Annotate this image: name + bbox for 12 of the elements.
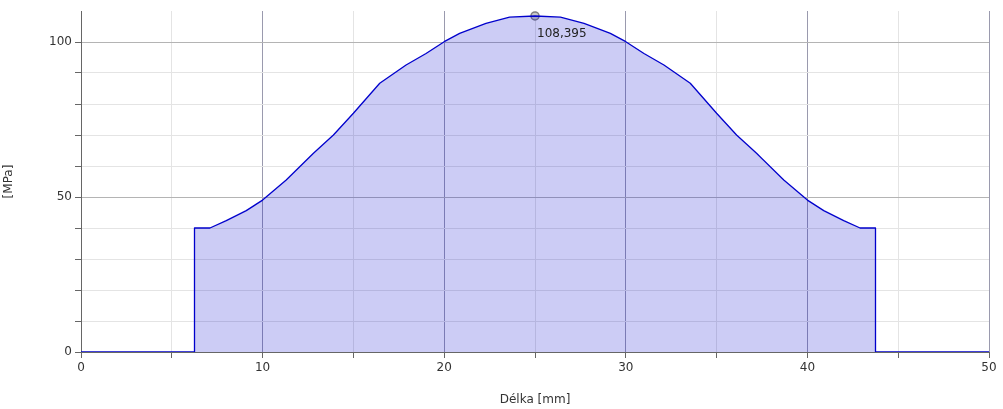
x-tick-label: 40 (799, 360, 816, 375)
x-axis-title: Délka [mm] (499, 391, 571, 406)
y-tick-label: 100 (49, 34, 72, 49)
y-tick-label: 0 (64, 344, 72, 359)
y-axis-title: [MPa] (1, 164, 16, 199)
x-tick-label: 50 (981, 360, 997, 375)
x-tick-label: 0 (77, 360, 85, 375)
x-tick-label: 20 (436, 360, 452, 375)
x-tick-label: 10 (254, 360, 271, 375)
x-tick-label: 30 (618, 360, 634, 375)
y-tick-label: 50 (56, 189, 72, 204)
annotation: 108,395 (537, 26, 587, 41)
